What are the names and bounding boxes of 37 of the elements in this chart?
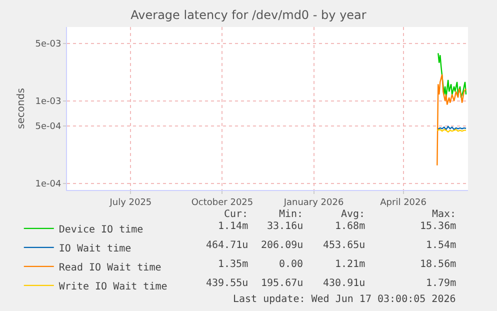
text: 439.55u xyxy=(206,278,248,289)
y-tick-label: 1e-03 xyxy=(35,97,62,108)
text: 195.67u xyxy=(261,278,304,289)
text: 1.21m xyxy=(335,259,366,270)
text: Cur: xyxy=(224,209,248,220)
line-series xyxy=(438,52,467,98)
text: 206.09u xyxy=(261,240,304,251)
text: 1.54m xyxy=(426,240,456,251)
legend-label: IO Wait time xyxy=(58,243,132,254)
text: 453.65u xyxy=(323,240,366,251)
text: 1.68m xyxy=(335,221,366,232)
text: Max: xyxy=(432,209,456,220)
line-series xyxy=(436,74,467,166)
text: 1.35m xyxy=(218,259,248,270)
text: Avg: xyxy=(341,209,366,220)
y-axis-title: seconds xyxy=(16,88,28,129)
x-tick-label: July 2025 xyxy=(108,198,152,208)
text: 18.56m xyxy=(420,259,456,270)
text: Last update: Wed Jun 17 03:00:05 2026 xyxy=(233,294,456,305)
x-tick-label: January 2026 xyxy=(282,198,344,208)
legend-label: Write IO Wait time xyxy=(58,281,168,292)
text: 464.71u xyxy=(206,240,248,251)
legend-label: Device IO time xyxy=(58,224,144,236)
chart-title: Average latency for /dev/md0 - by year xyxy=(130,8,366,22)
text: 430.91u xyxy=(323,278,366,289)
y-tick-label: 1e-04 xyxy=(35,179,62,190)
text: 33.16u xyxy=(267,221,304,232)
text: 1.79m xyxy=(426,278,456,289)
x-tick-label: October 2025 xyxy=(191,198,254,208)
y-tick-label: 5e-03 xyxy=(35,40,62,50)
text: 1.14m xyxy=(218,221,248,232)
text: 15.36m xyxy=(420,221,456,232)
x-tick-label: April 2026 xyxy=(380,198,427,208)
legend-label: Read IO Wait time xyxy=(58,262,162,274)
text: Min: xyxy=(279,209,304,220)
y-tick-label: 5e-04 xyxy=(35,122,62,132)
text: 0.00 xyxy=(279,259,304,270)
